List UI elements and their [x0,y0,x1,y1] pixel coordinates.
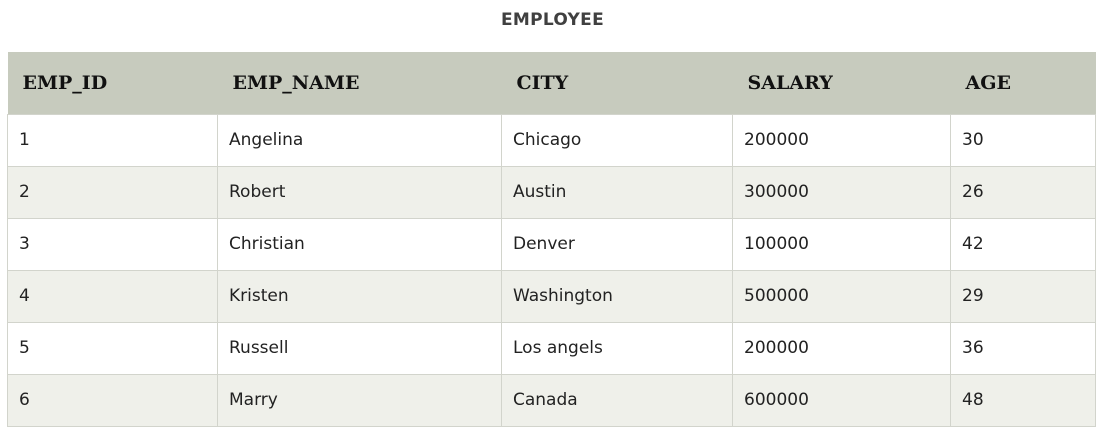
cell-salary: 200000 [732,113,951,167]
cell-city: Los angels [501,321,733,375]
column-header-city: CITY [501,52,733,114]
column-header-salary: SALARY [732,52,951,114]
table-row: 3 Christian Denver 100000 42 [7,217,1096,271]
cell-age: 36 [950,321,1096,375]
cell-emp-id: 4 [7,269,218,323]
table-row: 6 Marry Canada 600000 48 [7,373,1096,427]
cell-emp-id: 3 [7,217,218,271]
cell-salary: 100000 [732,217,951,271]
cell-salary: 200000 [732,321,951,375]
table-title: EMPLOYEE [501,10,604,30]
cell-city: Canada [501,373,733,427]
employee-table: EMP_ID EMP_NAME CITY SALARY AGE 1 Angeli… [7,52,1096,427]
header-row: EMP_ID EMP_NAME CITY SALARY AGE [7,52,1096,114]
cell-salary: 300000 [732,165,951,219]
cell-emp-id: 5 [7,321,218,375]
column-header-emp-id: EMP_ID [7,52,218,114]
cell-emp-id: 6 [7,373,218,427]
cell-emp-name: Marry [217,373,502,427]
column-header-age: AGE [950,52,1096,114]
cell-salary: 600000 [732,373,951,427]
cell-emp-id: 1 [7,113,218,167]
cell-age: 29 [950,269,1096,323]
cell-age: 42 [950,217,1096,271]
cell-age: 30 [950,113,1096,167]
cell-city: Austin [501,165,733,219]
table-row: 5 Russell Los angels 200000 36 [7,321,1096,375]
cell-emp-id: 2 [7,165,218,219]
table-row: 1 Angelina Chicago 200000 30 [7,113,1096,167]
cell-city: Denver [501,217,733,271]
cell-emp-name: Angelina [217,113,502,167]
table-row: 2 Robert Austin 300000 26 [7,165,1096,219]
cell-emp-name: Robert [217,165,502,219]
cell-emp-name: Russell [217,321,502,375]
cell-age: 26 [950,165,1096,219]
cell-salary: 500000 [732,269,951,323]
cell-city: Chicago [501,113,733,167]
cell-age: 48 [950,373,1096,427]
cell-emp-name: Christian [217,217,502,271]
cell-city: Washington [501,269,733,323]
table-row: 4 Kristen Washington 500000 29 [7,269,1096,323]
column-header-emp-name: EMP_NAME [217,52,502,114]
cell-emp-name: Kristen [217,269,502,323]
